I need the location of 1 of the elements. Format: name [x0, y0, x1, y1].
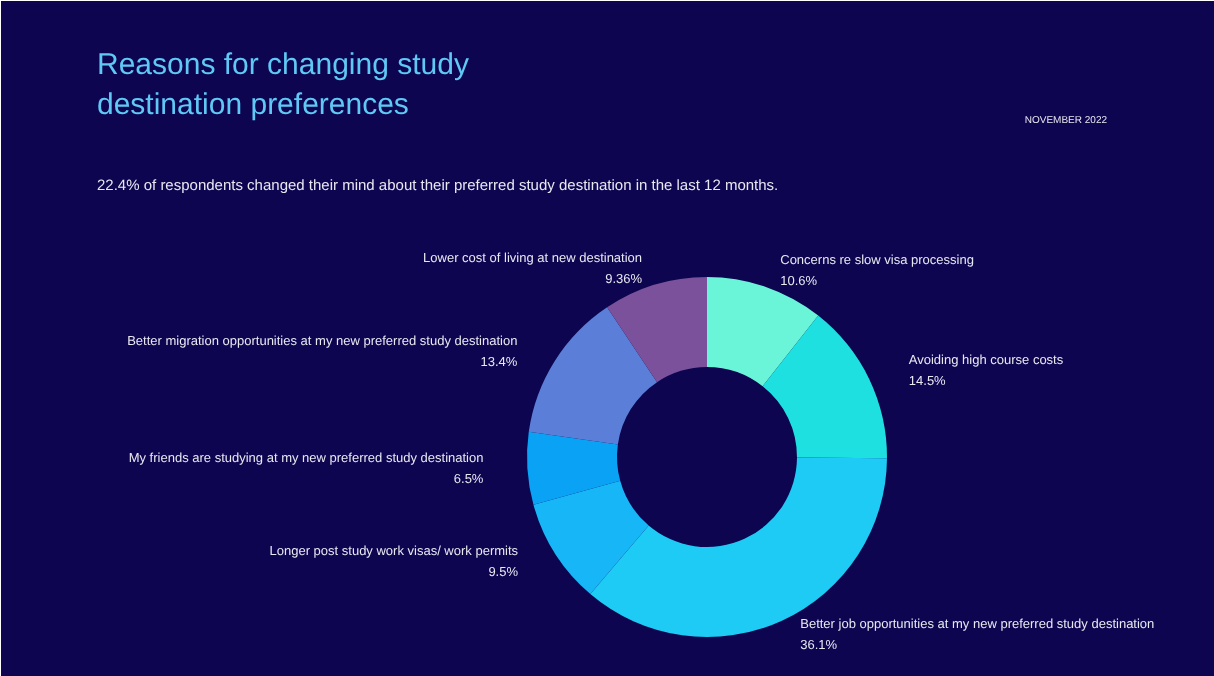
chart-title: Reasons for changing study destination preferences [97, 48, 470, 122]
